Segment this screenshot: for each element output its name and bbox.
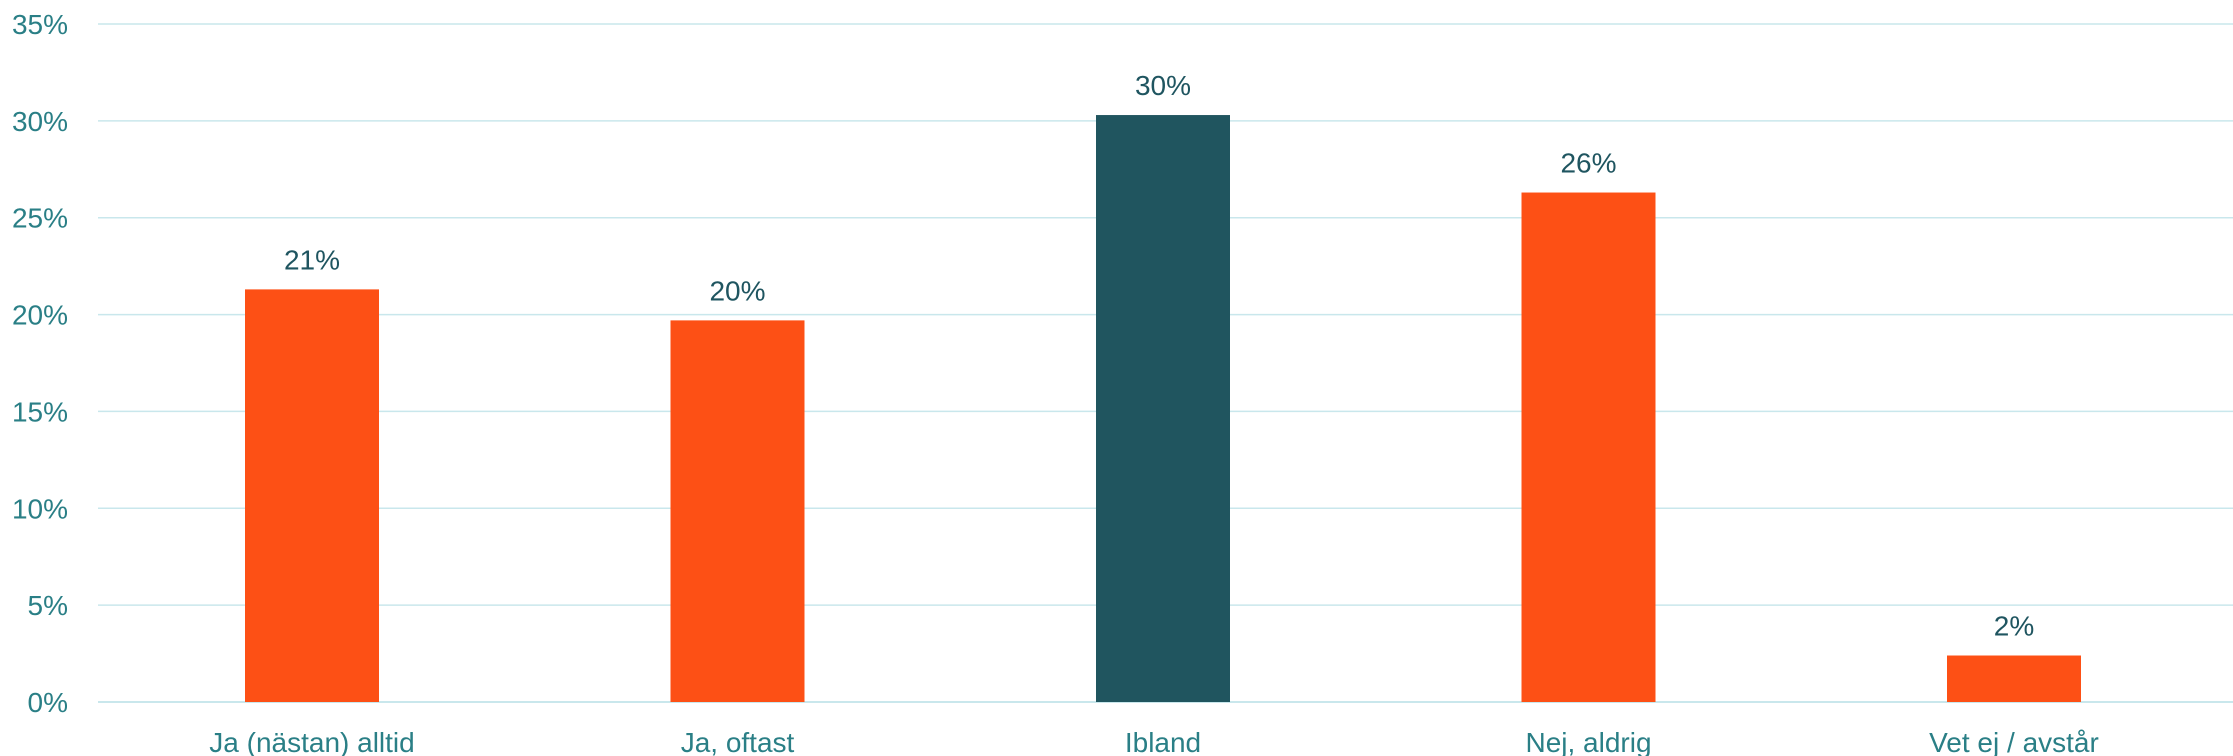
y-tick-label: 15% bbox=[12, 396, 68, 427]
y-axis-tick-labels: 0% 5% 10% 15% 20% 25% 30% 35% bbox=[12, 9, 68, 718]
bar bbox=[670, 320, 805, 702]
y-tick-label: 25% bbox=[12, 203, 68, 234]
data-label: 2% bbox=[1994, 611, 2034, 642]
bar bbox=[1521, 192, 1656, 702]
y-tick-label: 0% bbox=[28, 687, 68, 718]
bar bbox=[1096, 115, 1230, 702]
y-tick-label: 35% bbox=[12, 9, 68, 40]
x-axis-category-labels: Ja (nästan) alltid Ja, oftast Ibland Nej, a… bbox=[209, 727, 2099, 756]
category-label: Ibland bbox=[1125, 727, 1201, 756]
data-label: 30% bbox=[1135, 70, 1191, 101]
y-tick-label: 30% bbox=[12, 106, 68, 137]
category-label: Ja (nästan) alltid bbox=[209, 727, 414, 756]
bars bbox=[245, 115, 2081, 702]
bar bbox=[1947, 655, 2081, 702]
y-tick-label: 10% bbox=[12, 493, 68, 524]
y-tick-label: 20% bbox=[12, 300, 68, 331]
data-labels: 21% 20% 30% 26% 2% bbox=[284, 70, 2034, 641]
category-label: Vet ej / avstår bbox=[1929, 727, 2099, 756]
data-label: 21% bbox=[284, 244, 340, 275]
y-tick-label: 5% bbox=[28, 590, 68, 621]
data-label: 20% bbox=[709, 275, 765, 306]
category-label: Ja, oftast bbox=[681, 727, 795, 756]
bar bbox=[245, 289, 379, 702]
category-label: Nej, aldrig bbox=[1525, 727, 1651, 756]
data-label: 26% bbox=[1560, 148, 1616, 179]
